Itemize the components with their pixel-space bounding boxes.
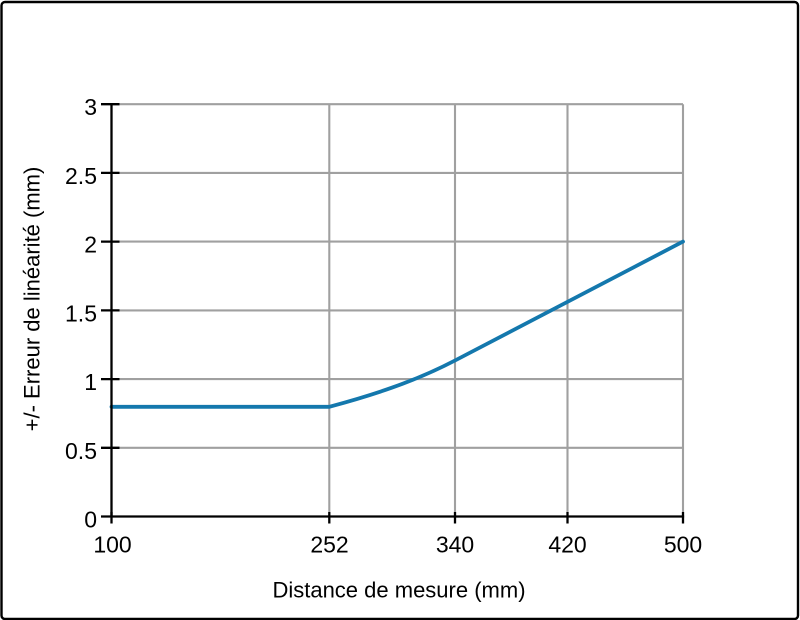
svg-text:2: 2	[84, 232, 97, 258]
svg-text:500: 500	[664, 532, 702, 558]
svg-text:3: 3	[84, 94, 97, 120]
svg-text:+/- Erreur de linéarité (mm): +/- Erreur de linéarité (mm)	[20, 167, 45, 432]
svg-text:2.5: 2.5	[65, 163, 97, 189]
svg-text:252: 252	[310, 532, 348, 558]
svg-text:0.5: 0.5	[65, 438, 97, 464]
svg-text:1: 1	[84, 369, 97, 395]
svg-text:420: 420	[548, 532, 586, 558]
svg-text:100: 100	[93, 532, 131, 558]
svg-text:340: 340	[436, 532, 474, 558]
svg-text:1.5: 1.5	[65, 300, 97, 326]
svg-text:Distance de mesure (mm): Distance de mesure (mm)	[272, 578, 525, 603]
svg-text:0: 0	[84, 507, 97, 533]
